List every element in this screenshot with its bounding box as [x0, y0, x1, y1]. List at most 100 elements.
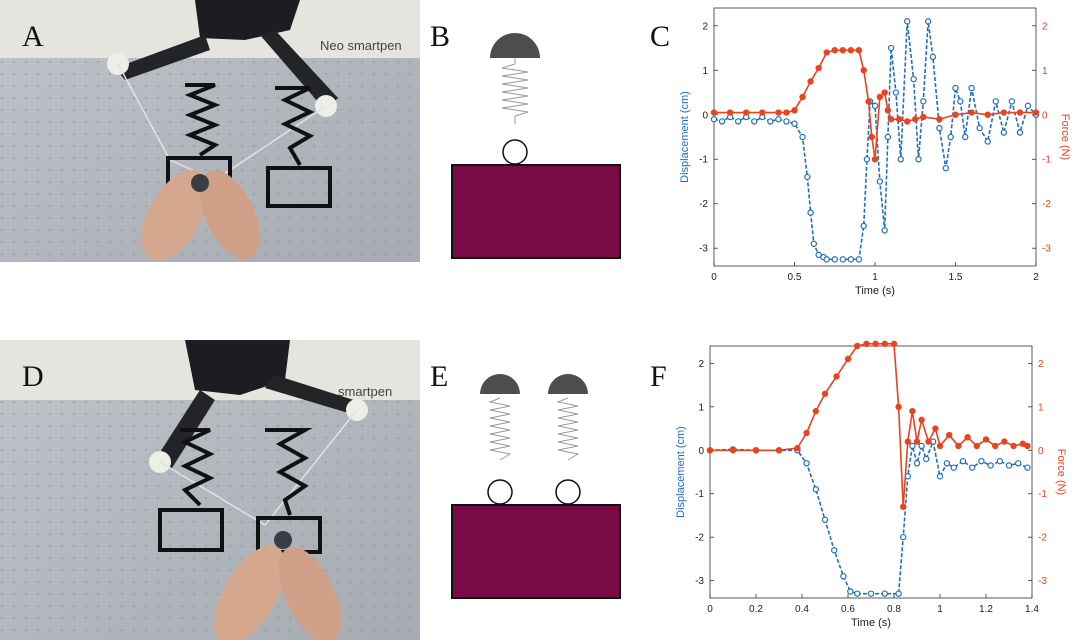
- photo-d-illustration: smartpen: [0, 340, 420, 640]
- x-tick-label: 2: [1033, 272, 1039, 283]
- force-point: [1010, 442, 1017, 450]
- photo-d: smartpen: [0, 340, 420, 640]
- displacement-point: [807, 209, 814, 216]
- force-point: [912, 116, 919, 123]
- x-axis-label: Time (s): [851, 617, 891, 629]
- displacement-point: [910, 75, 917, 83]
- displacement-point: [1024, 464, 1031, 471]
- x-tick-label: 1: [872, 272, 878, 283]
- force-point: [775, 109, 782, 116]
- y-tick-label-right: -2: [1042, 199, 1051, 210]
- indenter-right-icon: [548, 374, 588, 394]
- displacement-point: [876, 178, 884, 185]
- displacement-point: [867, 590, 875, 597]
- indenter-left-icon: [480, 374, 520, 394]
- x-tick-label: 1: [937, 604, 943, 615]
- y-tick-label-right: 0: [1042, 110, 1048, 121]
- force-point: [1016, 109, 1024, 116]
- displacement-point: [799, 133, 806, 141]
- displacement-point: [996, 457, 1003, 465]
- force-point: [992, 442, 999, 450]
- displacement-point: [909, 442, 916, 450]
- displacement-point: [950, 464, 957, 471]
- contact-ball-left-icon: [487, 479, 513, 505]
- force-point: [794, 444, 801, 452]
- displacement-point: [860, 222, 867, 230]
- force-point: [918, 416, 925, 424]
- y-tick-label-right: -3: [1042, 244, 1051, 255]
- displacement-point: [952, 84, 959, 92]
- force-point: [844, 355, 852, 363]
- contact-ball-icon: [502, 139, 528, 165]
- force-point: [984, 111, 991, 118]
- force-point: [1032, 109, 1040, 116]
- schematic-b: [451, 33, 621, 259]
- force-point: [884, 107, 892, 114]
- force-point: [815, 64, 822, 72]
- displacement-point: [734, 118, 742, 125]
- displacement-point: [810, 240, 818, 247]
- y-tick-label-left: -3: [699, 244, 708, 255]
- force-point: [860, 67, 867, 74]
- force-point: [821, 390, 829, 397]
- displacement-point: [840, 573, 847, 580]
- displacement-point: [881, 590, 888, 597]
- force-point: [863, 340, 870, 348]
- displacement-point: [863, 156, 871, 163]
- force-point: [847, 47, 855, 54]
- force-point: [1024, 442, 1031, 450]
- displacement-point: [710, 116, 718, 123]
- force-point: [973, 442, 980, 450]
- force-point: [913, 438, 921, 445]
- y-tick-label-left: -1: [699, 155, 708, 166]
- displacement-point: [855, 256, 863, 263]
- displacement-point: [897, 156, 904, 163]
- displacement-point: [804, 173, 811, 181]
- displacement-point: [904, 18, 911, 25]
- force-point: [895, 403, 902, 411]
- mass-block: [451, 504, 621, 599]
- y-axis-label-right: Force (N): [1059, 114, 1071, 160]
- panel-letter-C: C: [650, 20, 671, 53]
- displacement-point: [823, 256, 830, 263]
- force-point: [752, 447, 760, 454]
- y-tick-label-right: 1: [1038, 402, 1044, 413]
- force-point: [900, 503, 907, 510]
- force-point: [982, 436, 990, 443]
- force-point: [890, 340, 898, 348]
- panel-letter-A: A: [22, 20, 44, 53]
- displacement-point: [984, 138, 991, 145]
- force-point: [759, 109, 766, 116]
- displacement-point: [751, 118, 758, 125]
- x-tick-label: 0.4: [795, 604, 809, 615]
- y-tick-label-left: -2: [699, 199, 708, 210]
- force-point: [881, 340, 888, 348]
- y-tick-label-left: 2: [702, 21, 708, 32]
- force-point: [710, 109, 718, 116]
- y-tick-label-left: -2: [695, 533, 704, 544]
- force-point: [706, 447, 714, 454]
- displacement-point: [992, 98, 999, 105]
- force-point: [803, 429, 810, 437]
- displacement-point: [918, 442, 925, 450]
- displacement-point: [923, 455, 930, 463]
- displacement-point: [895, 590, 902, 597]
- force-point: [791, 107, 798, 114]
- force-point: [964, 434, 971, 441]
- y-tick-label-left: -1: [695, 489, 704, 500]
- contact-ball-right-icon: [555, 479, 581, 505]
- force-point: [729, 447, 737, 454]
- force-point: [799, 93, 806, 101]
- displacement-point: [920, 98, 927, 105]
- plot-frame: [709, 345, 1033, 599]
- force-point: [853, 342, 861, 350]
- displacement-point: [969, 464, 976, 471]
- y-tick-label-right: -1: [1038, 489, 1047, 500]
- force-line: [714, 49, 1036, 160]
- mass-block: [451, 164, 621, 259]
- displacement-point: [812, 486, 819, 493]
- displacement-point: [961, 133, 969, 141]
- force-point: [1000, 109, 1007, 116]
- y-tick-label-left: -3: [695, 576, 704, 587]
- x-tick-label: 1.5: [949, 272, 963, 283]
